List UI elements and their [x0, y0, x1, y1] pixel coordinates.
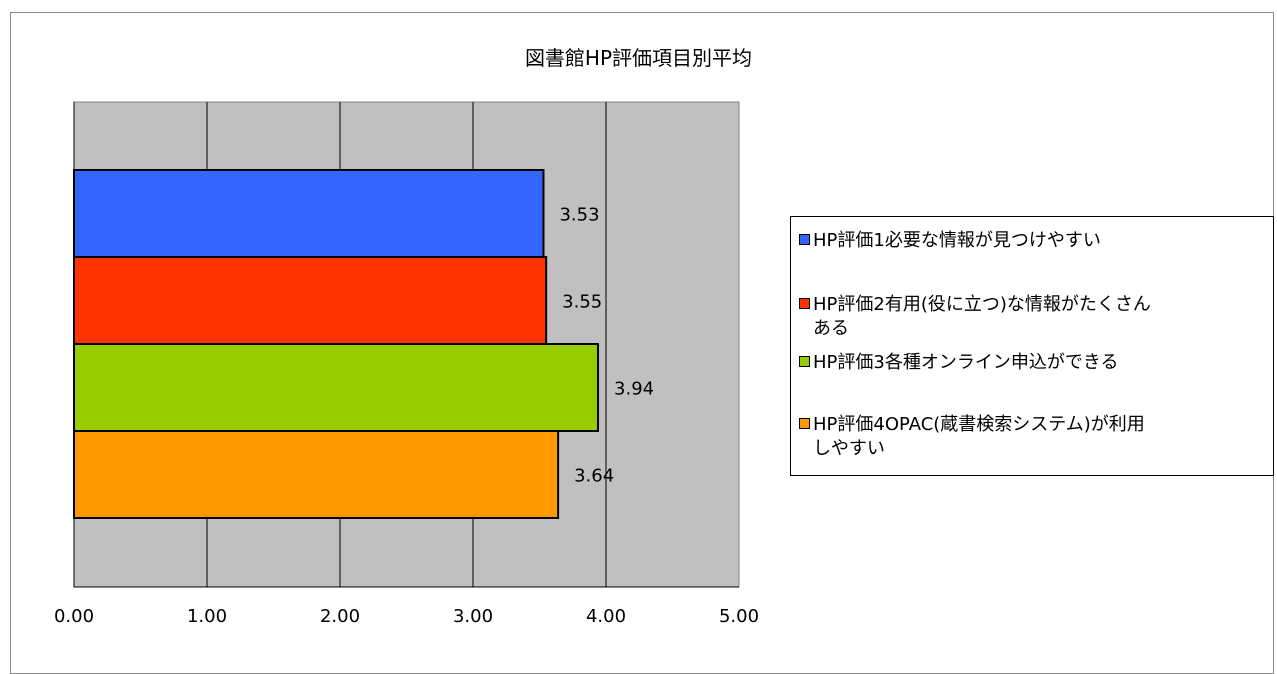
data-label: 3.53 [559, 205, 599, 226]
legend: HP評価1必要な情報が見つけやすい HP評価2有用(役に立つ)な情報がたくさん … [790, 216, 1274, 476]
x-tick-label: 4.00 [586, 606, 626, 627]
bar [73, 343, 600, 432]
chart-title: 図書館HP評価項目別平均 [524, 46, 753, 70]
legend-swatch-icon [799, 298, 810, 309]
x-tick-label: 5.00 [719, 606, 759, 627]
x-tick-label: 2.00 [320, 606, 360, 627]
legend-item-1: HP評価1必要な情報が見つけやすい [799, 229, 1259, 253]
legend-swatch-icon [799, 418, 810, 429]
legend-swatch-icon [799, 356, 810, 367]
legend-label: HP評価4OPAC(蔵書検索システム)が利用 [813, 414, 1145, 435]
legend-item-4: HP評価4OPAC(蔵書検索システム)が利用 しやすい [799, 413, 1259, 461]
legend-label-cont: しやすい [813, 438, 885, 459]
bar [73, 256, 548, 345]
data-label: 3.94 [614, 379, 654, 400]
bar [73, 169, 545, 258]
x-tick-label: 0.00 [54, 606, 94, 627]
legend-label-cont: ある [813, 318, 849, 339]
legend-label: HP評価2有用(役に立つ)な情報がたくさん [813, 294, 1151, 315]
legend-label: HP評価3各種オンライン申込ができる [813, 352, 1119, 373]
legend-item-3: HP評価3各種オンライン申込ができる [799, 351, 1259, 375]
data-label: 3.64 [574, 466, 614, 487]
data-label: 3.55 [562, 292, 602, 313]
legend-item-2: HP評価2有用(役に立つ)な情報がたくさん ある [799, 293, 1259, 341]
x-tick-label: 1.00 [187, 606, 227, 627]
plot-area: 3.53 3.55 3.94 3.64 0.00 1.00 2.00 3.00 4.00 5.00 [54, 101, 759, 627]
bar [73, 430, 560, 519]
legend-label: HP評価1必要な情報が見つけやすい [813, 230, 1101, 251]
x-tick-label: 3.00 [453, 606, 493, 627]
legend-swatch-icon [799, 234, 810, 245]
